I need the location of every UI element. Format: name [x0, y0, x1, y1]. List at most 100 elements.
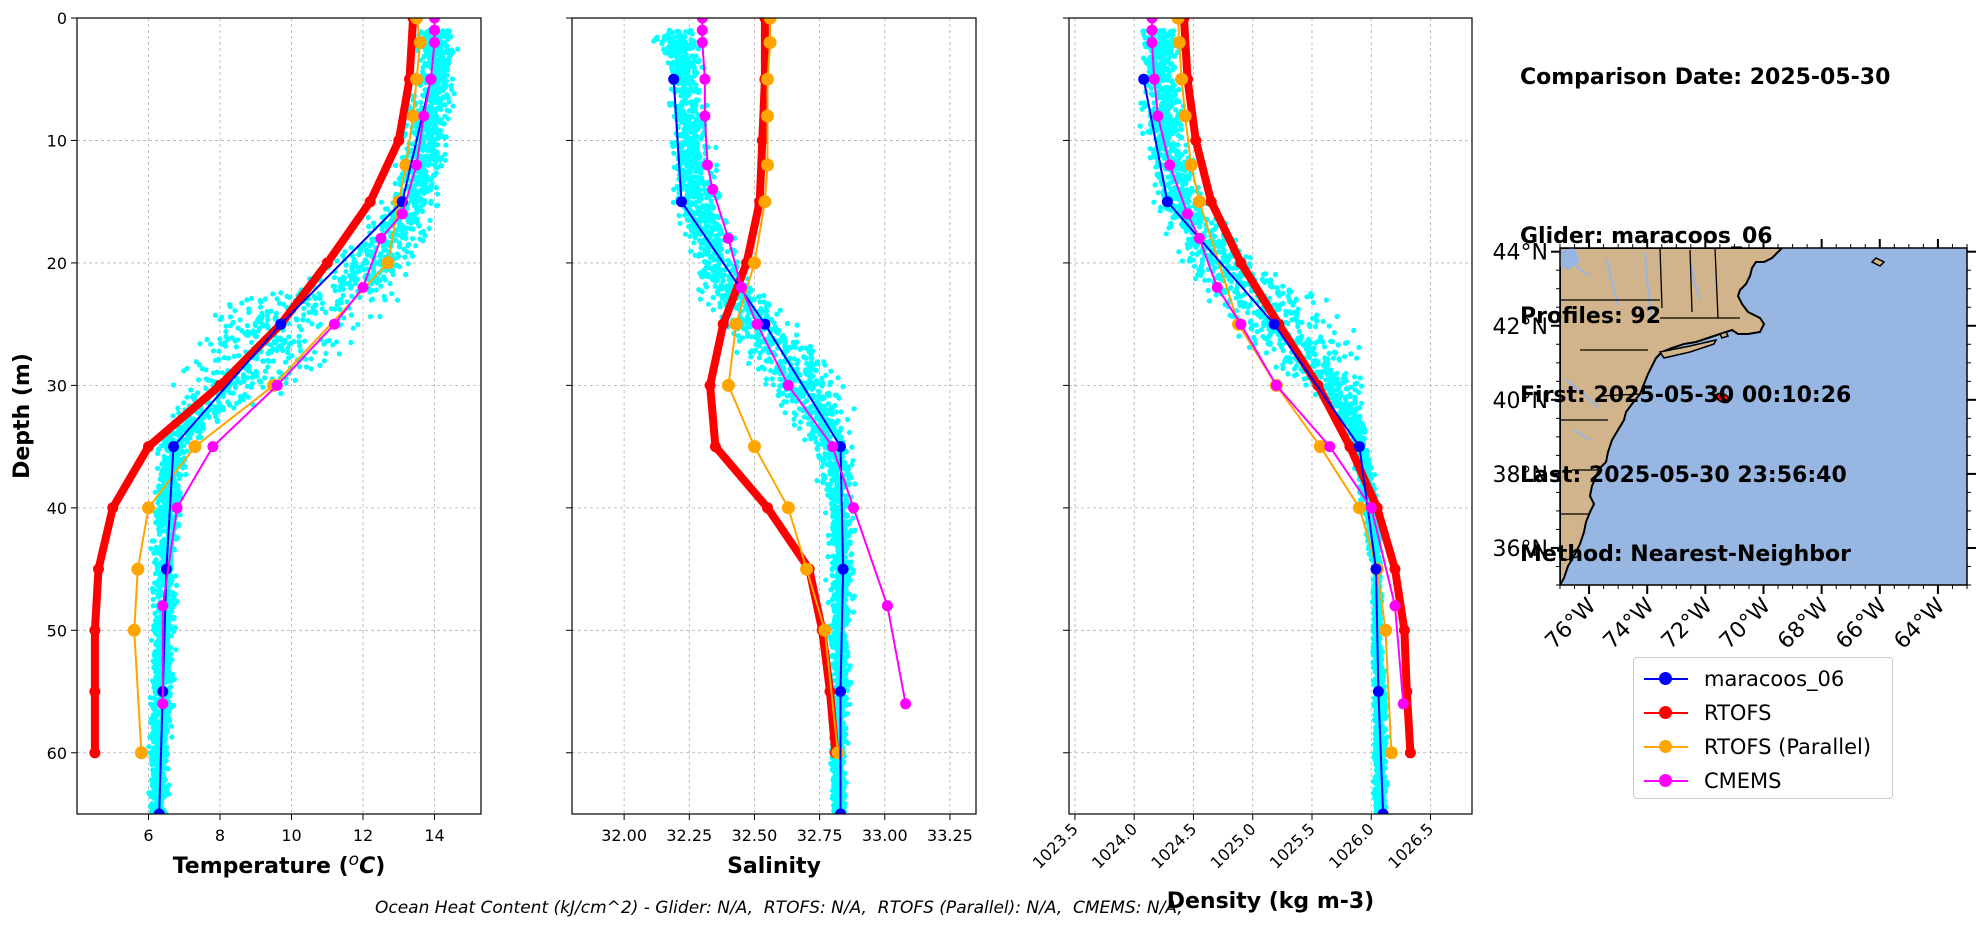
scatter-point: [428, 152, 434, 158]
scatter-point: [216, 348, 222, 354]
scatter-point: [246, 306, 252, 312]
scatter-point: [450, 49, 456, 56]
scatter-point: [338, 300, 344, 306]
scatter-point: [249, 339, 255, 345]
scatter-point: [283, 380, 289, 386]
scatter-point: [435, 89, 441, 95]
scatter-point: [244, 297, 250, 303]
scatter-point: [695, 46, 701, 52]
scatter-point: [371, 261, 377, 268]
scatter-point: [686, 136, 692, 142]
scatter-point: [716, 237, 722, 243]
data-point: [429, 37, 440, 48]
scatter-point: [301, 312, 307, 318]
scatter-point: [408, 250, 414, 256]
scatter-point: [764, 358, 770, 364]
scatter-point: [687, 45, 694, 51]
scatter-point: [257, 304, 264, 310]
scatter-point: [343, 269, 349, 275]
scatter-point: [420, 237, 426, 243]
scatter-point: [250, 371, 256, 377]
scatter-point: [150, 603, 156, 609]
scatter-point: [244, 375, 251, 381]
scatter-point: [323, 310, 329, 316]
scatter-point: [155, 592, 161, 598]
scatter-point: [677, 220, 683, 226]
scatter-point: [695, 59, 701, 65]
data-point: [207, 441, 219, 453]
scatter-point: [150, 589, 156, 595]
scatter-point: [390, 271, 396, 277]
scatter-point: [774, 311, 780, 317]
scatter-point: [311, 304, 317, 310]
scatter-point: [776, 388, 782, 394]
scatter-point: [296, 333, 302, 339]
scatter-point: [800, 408, 806, 414]
scatter-point: [843, 493, 849, 499]
scatter-point: [203, 385, 209, 391]
scatter-point: [221, 355, 227, 361]
scatter-point: [152, 660, 158, 667]
scatter-point: [340, 292, 346, 298]
scatter-point: [432, 108, 438, 114]
scatter-point: [763, 381, 769, 387]
scatter-point: [200, 426, 206, 432]
scatter-point: [706, 274, 712, 280]
scatter-point: [843, 497, 849, 503]
scatter-point: [828, 495, 834, 501]
scatter-point: [753, 342, 759, 348]
scatter-point: [368, 249, 374, 255]
scatter-point: [331, 274, 338, 281]
scatter-point: [442, 113, 448, 119]
y-tick-label: 30: [47, 376, 67, 395]
scatter-point: [443, 78, 449, 84]
scatter-point: [671, 150, 677, 156]
scatter-point: [174, 582, 180, 589]
scatter-point: [666, 100, 673, 106]
scatter-point: [433, 56, 439, 62]
scatter-point: [748, 354, 754, 360]
scatter-point: [161, 554, 167, 560]
scatter-point: [155, 550, 161, 556]
scatter-point: [196, 362, 202, 368]
scatter-point: [797, 346, 803, 352]
scatter-point: [831, 624, 837, 630]
scatter-point: [428, 176, 434, 182]
scatter-point: [165, 597, 171, 604]
scatter-point: [217, 336, 223, 342]
scatter-point: [818, 403, 825, 409]
scatter-point: [157, 613, 164, 619]
axes-frame: [76, 17, 482, 815]
scatter-point: [341, 315, 347, 321]
scatter-point: [364, 260, 370, 266]
scatter-point: [405, 261, 411, 267]
scatter-point: [351, 276, 357, 282]
scatter-point: [154, 566, 161, 572]
scatter-point: [426, 185, 432, 191]
scatter-point: [376, 259, 383, 265]
scatter-point: [168, 723, 174, 729]
scatter-point: [262, 368, 269, 374]
scatter-point: [152, 779, 158, 785]
scatter-point: [330, 342, 336, 348]
scatter-point: [261, 358, 267, 364]
series-rtofs: [89, 18, 419, 759]
scatter-point: [796, 425, 803, 431]
scatter-point: [832, 392, 838, 398]
scatter-point: [827, 481, 834, 487]
scatter-point: [701, 212, 707, 218]
scatter-point: [828, 368, 834, 374]
scatter-point: [153, 571, 159, 577]
scatter-point: [174, 488, 180, 494]
scatter-point: [420, 68, 426, 74]
scatter-point: [831, 592, 837, 598]
scatter-point: [154, 719, 160, 725]
data-point: [328, 318, 340, 330]
scatter-point: [148, 546, 154, 552]
x-tick-label: 10: [281, 826, 301, 845]
scatter-point: [264, 312, 270, 319]
scatter-point: [184, 365, 190, 372]
scatter-point: [157, 619, 163, 626]
scatter-point: [151, 728, 157, 734]
